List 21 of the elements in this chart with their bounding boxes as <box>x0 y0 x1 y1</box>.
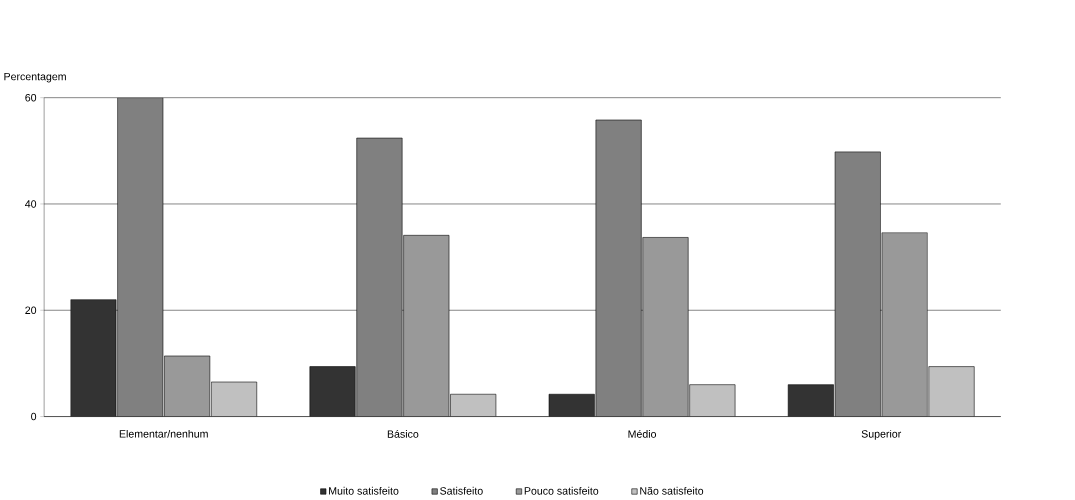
bar <box>70 299 117 417</box>
legend-label: Não satisfeito <box>640 486 704 495</box>
bar <box>356 137 403 417</box>
y-tick-label: 40 <box>25 200 37 208</box>
y-tick-label: 60 <box>25 93 37 102</box>
x-tick-label: Médio <box>628 429 657 438</box>
legend-label: Pouco satisfeito <box>524 486 599 495</box>
x-tick-label: Básico <box>387 429 419 438</box>
bar <box>548 393 595 417</box>
bar <box>787 384 834 417</box>
legend-label: Satisfeito <box>440 486 483 495</box>
y-tick-label: 0 <box>31 412 37 421</box>
y-axis-title: Percentagem <box>4 72 66 83</box>
x-tick-label: Superior <box>861 429 902 440</box>
legend-label: Muito satisfeito <box>329 486 399 495</box>
bar <box>309 366 356 417</box>
bar <box>834 151 881 417</box>
x-tick-label: Elementar/nenhum <box>119 429 208 438</box>
bar <box>117 97 164 417</box>
y-tick-label: 20 <box>25 306 37 315</box>
bar <box>595 119 642 417</box>
